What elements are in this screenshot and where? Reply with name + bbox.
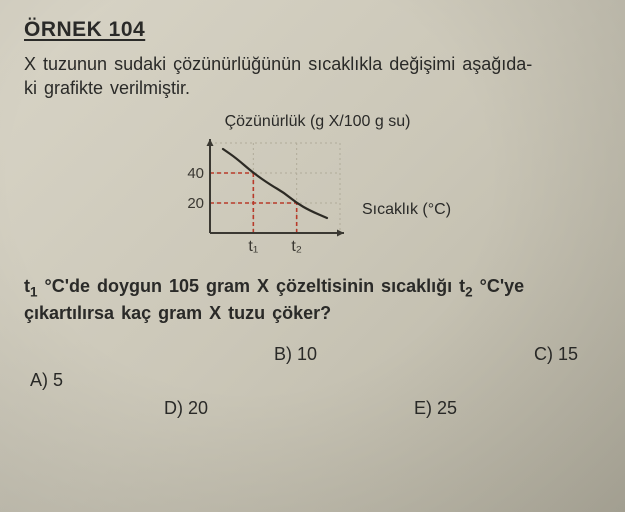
option-d: D) 20	[164, 398, 208, 419]
option-a: A) 5	[30, 370, 63, 391]
example-title: ÖRNEK 104	[24, 18, 601, 42]
svg-text:t₁: t₁	[248, 238, 258, 255]
intro-text: X tuzunun sudaki çözünürlüğünün sıcaklık…	[24, 52, 601, 101]
option-c: C) 15	[534, 344, 578, 365]
chart-container: Çözünürlük (g X/100 g su) 20 40 t₁ t₂ Sıcak…	[24, 113, 601, 260]
x-axis-title: Sıcaklık (°C)	[362, 201, 451, 219]
chart-plot: 20 40 t₁ t₂	[174, 135, 354, 260]
answer-options: A) 5 B) 10 C) 15 D) 20 E) 25	[24, 340, 601, 430]
svg-text:t₂: t₂	[291, 238, 302, 255]
y-axis-title: Çözünürlük (g X/100 g su)	[215, 113, 411, 131]
svg-text:40: 40	[187, 165, 204, 182]
solubility-chart: 20 40 t₁ t₂	[174, 135, 354, 255]
option-e: E) 25	[414, 398, 457, 419]
option-b: B) 10	[274, 344, 317, 365]
question-text: t1 °C'de doygun 105 gram X çözeltisinin …	[24, 274, 601, 326]
svg-text:20: 20	[187, 195, 204, 212]
